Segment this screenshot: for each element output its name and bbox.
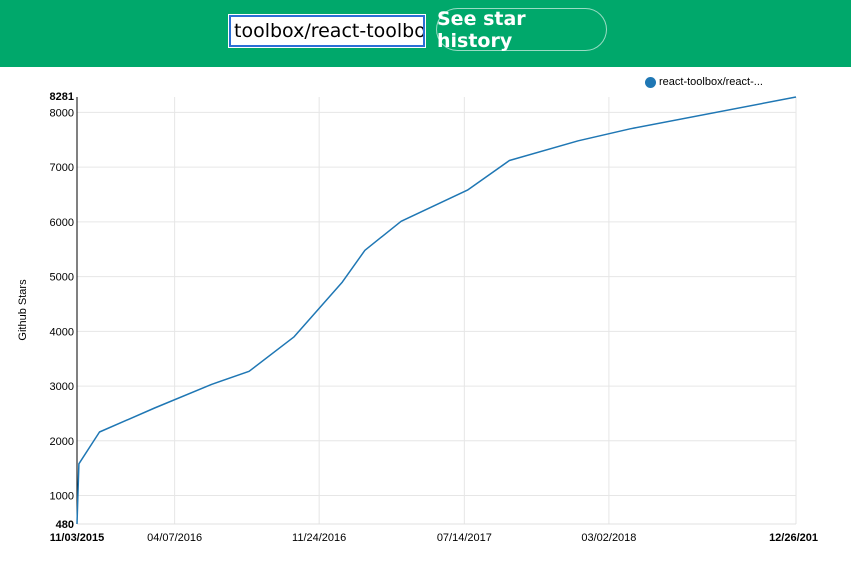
x-tick-label: 11/24/2016: [292, 532, 346, 544]
series-line: [76, 96, 797, 525]
see-star-history-button[interactable]: See star history: [436, 8, 607, 52]
x-tick-label: 04/07/2016: [147, 532, 202, 544]
legend-series-label: react-toolbox/react-...: [659, 76, 763, 88]
header-bar: toolbox/react-toolbox See star history: [0, 0, 851, 67]
y-tick-label: 6000: [50, 217, 74, 229]
repo-search-input[interactable]: toolbox/react-toolbox: [228, 14, 426, 48]
x-tick-label: 07/14/2017: [437, 532, 492, 544]
chart-legend[interactable]: react-toolbox/react-...: [645, 74, 763, 90]
legend-series-marker: [645, 76, 656, 88]
y-tick-label: 3000: [50, 381, 74, 393]
y-tick-label: 2000: [50, 436, 74, 448]
y-tick-label: 7000: [50, 162, 74, 174]
y-tick-label: 4000: [50, 326, 74, 338]
y-min-label: 480: [56, 519, 74, 531]
x-max-label: 12/26/201: [769, 532, 818, 544]
y-tick-label: 5000: [50, 272, 74, 284]
x-min-label: 11/03/2015: [50, 532, 104, 544]
y-tick-label: 8000: [50, 107, 74, 119]
y-max-label: 8281: [50, 91, 74, 103]
y-tick-label: 1000: [50, 491, 74, 503]
x-tick-label: 03/02/2018: [581, 532, 636, 544]
